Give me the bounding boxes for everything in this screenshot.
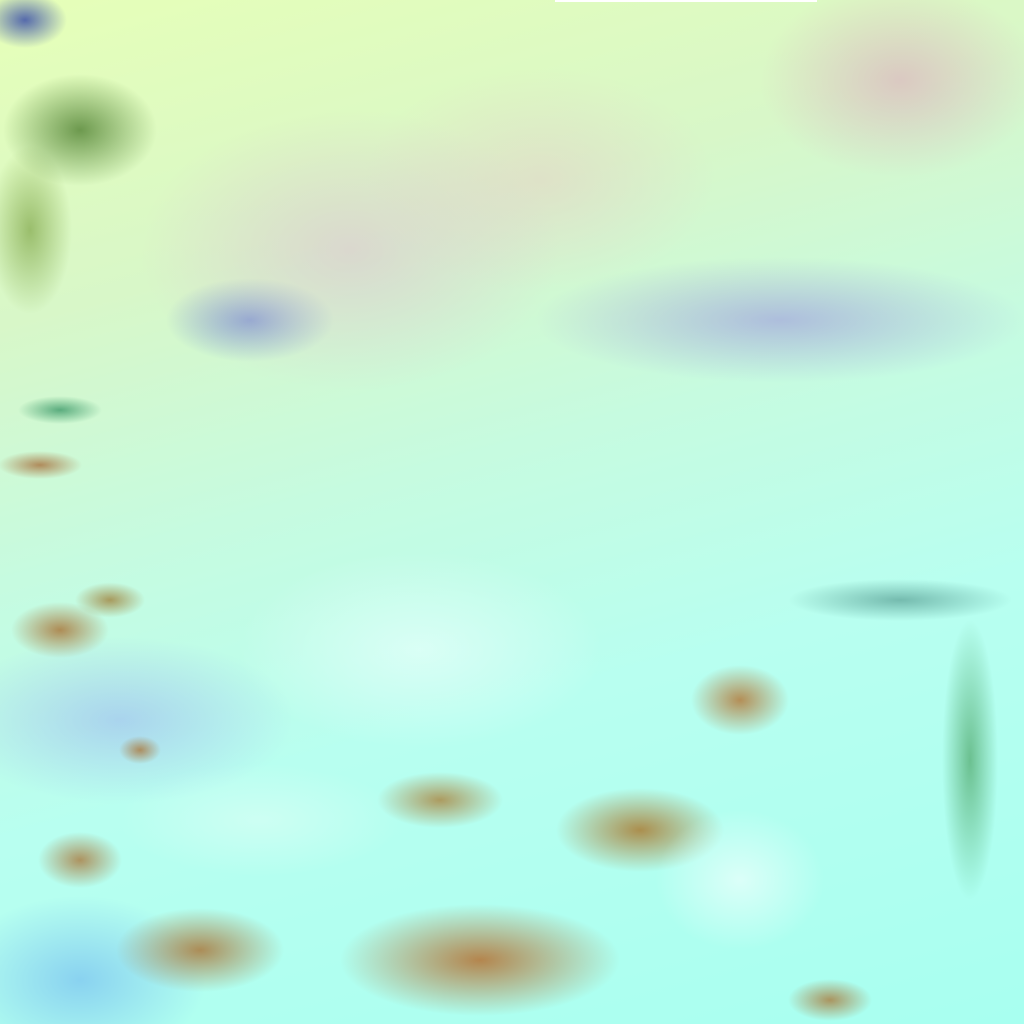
top-edge-strip [555,0,817,2]
